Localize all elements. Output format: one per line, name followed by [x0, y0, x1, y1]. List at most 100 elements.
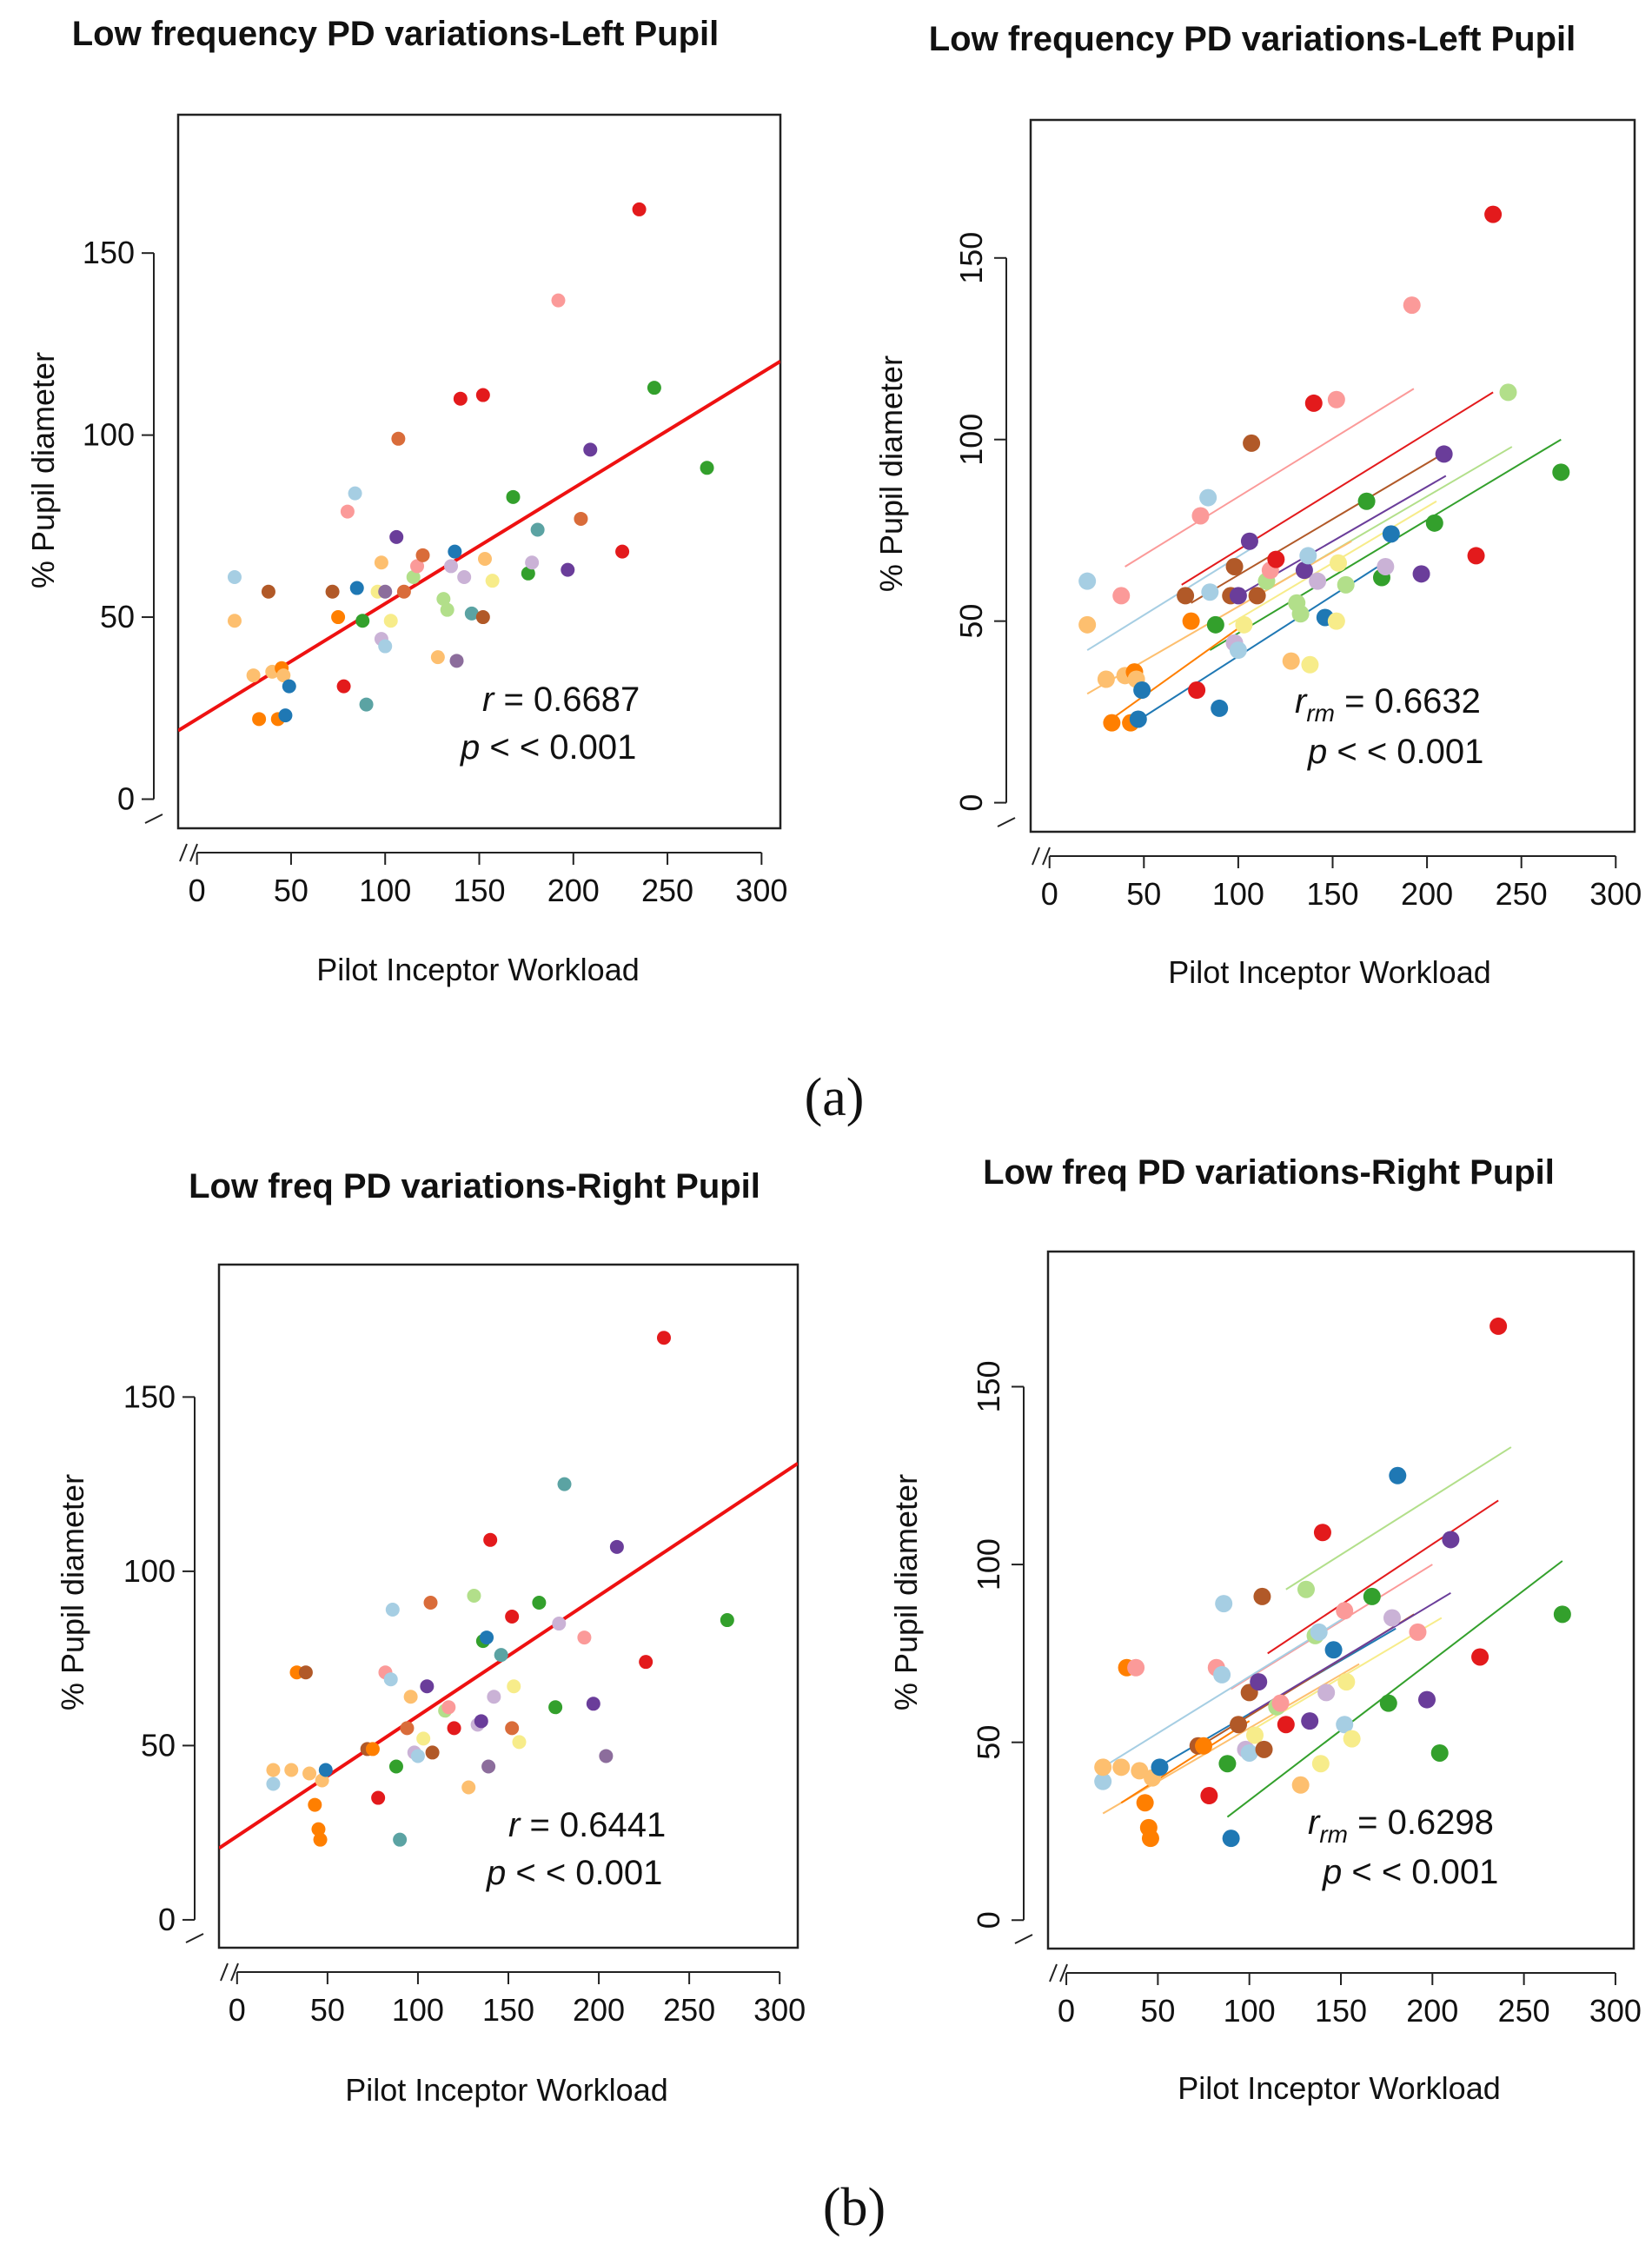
stat-value: = 0.6298 — [1348, 1803, 1494, 1842]
data-point — [557, 1477, 572, 1491]
data-point — [331, 610, 346, 625]
data-point — [1330, 554, 1348, 572]
fit-lines — [219, 1462, 798, 1850]
data-point — [430, 650, 445, 665]
data-point — [457, 569, 472, 584]
data-point — [1225, 557, 1244, 575]
data-point — [1131, 1762, 1149, 1780]
y-tick-label: 50 — [971, 1725, 1006, 1760]
data-point — [1337, 575, 1355, 594]
data-point — [1103, 714, 1121, 732]
data-point — [415, 548, 430, 562]
data-point — [1552, 463, 1570, 481]
data-point — [632, 202, 647, 216]
data-point — [1253, 1587, 1271, 1605]
data-point — [425, 1745, 440, 1760]
data-point — [423, 1595, 438, 1610]
data-point — [420, 1679, 435, 1694]
data-point — [1299, 547, 1317, 565]
data-point — [1313, 1524, 1331, 1542]
data-point — [385, 1603, 400, 1617]
data-point — [1297, 1580, 1315, 1598]
data-point — [1383, 1609, 1401, 1627]
data-point — [227, 614, 242, 628]
data-point — [1255, 1740, 1273, 1758]
data-point — [1188, 681, 1206, 700]
panel-label-a: (a) — [805, 1068, 865, 1127]
data-point — [477, 552, 492, 567]
data-point — [599, 1749, 614, 1763]
data-point — [453, 391, 468, 406]
data-point — [1195, 1737, 1213, 1755]
x-tick-label: 150 — [482, 1992, 534, 2028]
regression-line — [219, 1462, 798, 1850]
data-point — [388, 1759, 403, 1774]
data-point — [340, 504, 355, 519]
data-point — [1403, 296, 1421, 315]
x-tick-label: 200 — [1406, 1993, 1458, 2029]
data-point — [1309, 572, 1327, 590]
data-point — [449, 654, 464, 668]
data-point — [1200, 1787, 1218, 1805]
data-point — [410, 559, 425, 574]
data-point — [391, 431, 406, 446]
data-point — [521, 566, 535, 581]
data-point — [656, 1331, 671, 1345]
p-value: < < 0.001 — [1327, 733, 1483, 771]
data-point — [378, 584, 393, 599]
stat-annotation: rrm = 0.6298 — [1308, 1803, 1494, 1848]
y-axis-break — [185, 1933, 204, 1943]
data-point — [1291, 1776, 1310, 1794]
data-point — [1213, 1665, 1231, 1684]
data-point — [276, 668, 291, 683]
y-tick-label: 50 — [953, 604, 989, 639]
data-point — [1484, 205, 1503, 223]
data-point — [1301, 655, 1319, 674]
data-point — [396, 584, 411, 599]
y-axis-label: % Pupil diameter — [55, 1474, 90, 1710]
data-point — [284, 1763, 299, 1777]
y-tick-label: 50 — [141, 1727, 176, 1763]
data-point — [1246, 1726, 1264, 1744]
data-point — [266, 1763, 281, 1777]
x-tick-label: 300 — [735, 873, 787, 908]
data-point — [1235, 615, 1253, 634]
data-point — [577, 1630, 592, 1645]
chart-title: Low freq PD variations-Right Pupil — [983, 1153, 1555, 1192]
data-point — [485, 574, 500, 588]
fit-lines — [1102, 1446, 1563, 1818]
plot-frame — [176, 113, 782, 830]
x-tick-label: 250 — [641, 873, 693, 908]
group-fit-line — [1249, 1591, 1451, 1715]
data-point — [1389, 1466, 1407, 1484]
data-point — [1295, 561, 1313, 580]
data-point — [1435, 445, 1453, 463]
data-point — [494, 1648, 508, 1663]
data-point — [1097, 670, 1115, 688]
x-axis-break — [179, 843, 188, 862]
data-point — [1337, 1673, 1356, 1691]
y-tick-label: 100 — [953, 414, 989, 466]
stat-value: = 0.6441 — [520, 1806, 666, 1844]
data-point — [505, 1721, 520, 1736]
data-point — [483, 1532, 498, 1547]
data-point — [1267, 550, 1285, 568]
data-point — [487, 1690, 501, 1704]
p-symbol: p — [460, 728, 480, 767]
data-point — [512, 1735, 527, 1750]
x-axis-break — [1042, 847, 1051, 866]
data-point — [1218, 1755, 1237, 1773]
data-point — [1177, 587, 1195, 605]
data-point — [311, 1822, 326, 1836]
data-point — [1229, 587, 1247, 605]
data-point — [586, 1697, 600, 1711]
data-point — [1222, 1830, 1240, 1848]
x-axis-label: Pilot Inceptor Workload — [345, 2072, 668, 2108]
data-point — [355, 614, 370, 628]
data-point — [1271, 1694, 1290, 1712]
stat-value: = 0.6632 — [1335, 682, 1481, 721]
chart-title: Low frequency PD variations-Left Pupil — [929, 20, 1576, 58]
data-point — [1467, 547, 1485, 565]
data-point — [1382, 525, 1400, 543]
y-tick-label: 50 — [100, 599, 135, 634]
